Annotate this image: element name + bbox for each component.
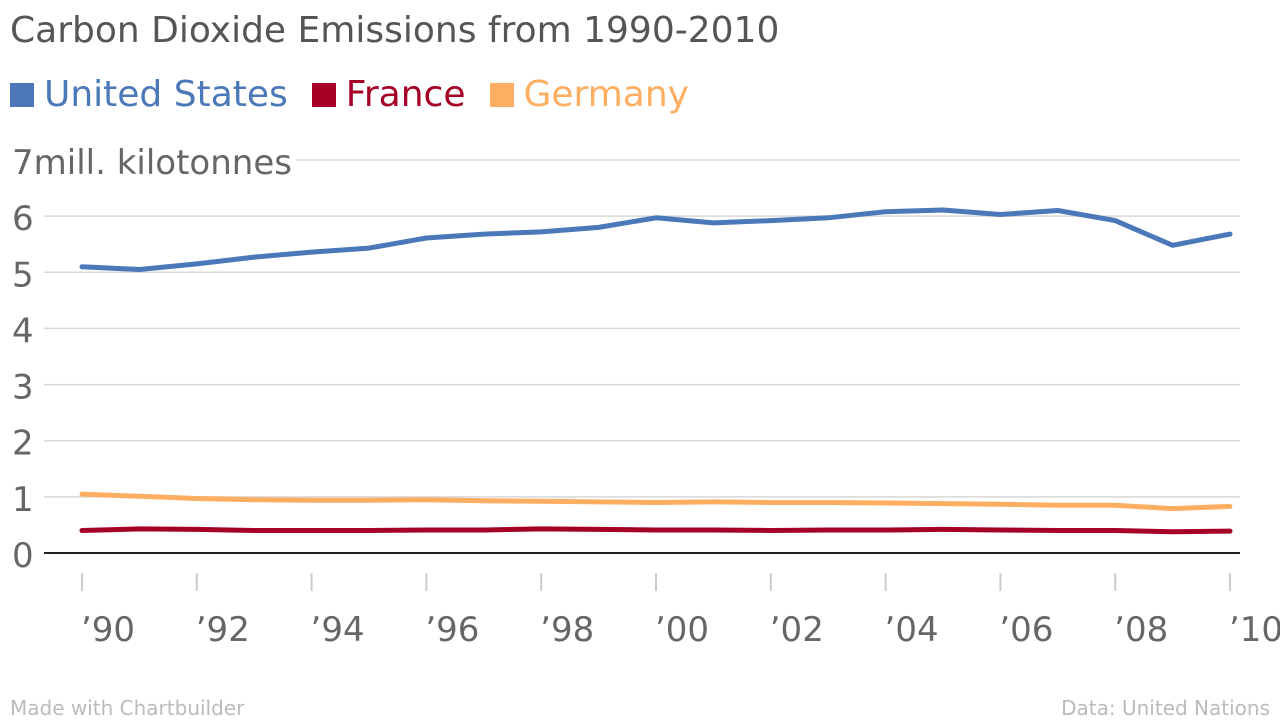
gridlines xyxy=(44,159,1240,554)
x-tick-label: ’10 xyxy=(1229,610,1280,650)
y-tick-label: 4 xyxy=(12,311,34,351)
x-axis: ’90 ’92 ’94 ’96 ’98 ’00 ’02 ’04 ’06 ’08 ’10 xyxy=(81,573,1280,650)
y-unit-label: mill. kilotonnes xyxy=(34,143,292,183)
legend: United States France Germany xyxy=(10,74,713,115)
x-tick-label: ’98 xyxy=(540,610,594,650)
series-line-united-states xyxy=(79,207,1233,272)
legend-item-germany: Germany xyxy=(489,74,689,115)
x-tick-label: ’92 xyxy=(196,610,250,650)
legend-swatch-united-states xyxy=(10,82,34,107)
y-tick-label: 7mill. kilotonnes xyxy=(12,143,292,183)
y-tick-label: 6 xyxy=(12,199,34,239)
x-tick-label: ’02 xyxy=(770,610,824,650)
y-tick-label: 2 xyxy=(12,424,34,464)
y-tick-label: 5 xyxy=(12,255,34,295)
legend-item-united-states: United States xyxy=(10,74,288,115)
legend-label-france: France xyxy=(345,74,466,115)
legend-swatch-france xyxy=(311,82,336,107)
x-tick-label: ’96 xyxy=(425,610,479,650)
x-tick-label: ’90 xyxy=(81,610,135,650)
x-tick-label: ’94 xyxy=(311,610,365,650)
x-tick-label: ’04 xyxy=(885,610,939,650)
x-tick-label: ’00 xyxy=(655,610,709,650)
legend-label-germany: Germany xyxy=(523,74,689,115)
series-line-germany xyxy=(79,491,1233,512)
y-axis: 0 1 2 3 4 5 6 7mill. kilotonnes xyxy=(12,143,292,576)
legend-label-united-states: United States xyxy=(44,74,288,115)
y-tick-label: 0 xyxy=(12,536,34,576)
x-tick-label: ’06 xyxy=(999,610,1053,650)
chart-title: Carbon Dioxide Emissions from 1990-2010 xyxy=(10,10,780,51)
series-lines xyxy=(79,207,1233,535)
y-tick-label: 3 xyxy=(12,368,34,408)
series-line-france xyxy=(79,526,1233,535)
x-tick-label: ’08 xyxy=(1114,610,1168,650)
legend-item-france: France xyxy=(311,74,466,115)
legend-swatch-germany xyxy=(489,82,514,107)
footer-credit: Made with Chartbuilder xyxy=(10,696,245,720)
y-tick-label: 1 xyxy=(12,480,34,520)
footer-source: Data: United Nations xyxy=(1061,696,1270,720)
